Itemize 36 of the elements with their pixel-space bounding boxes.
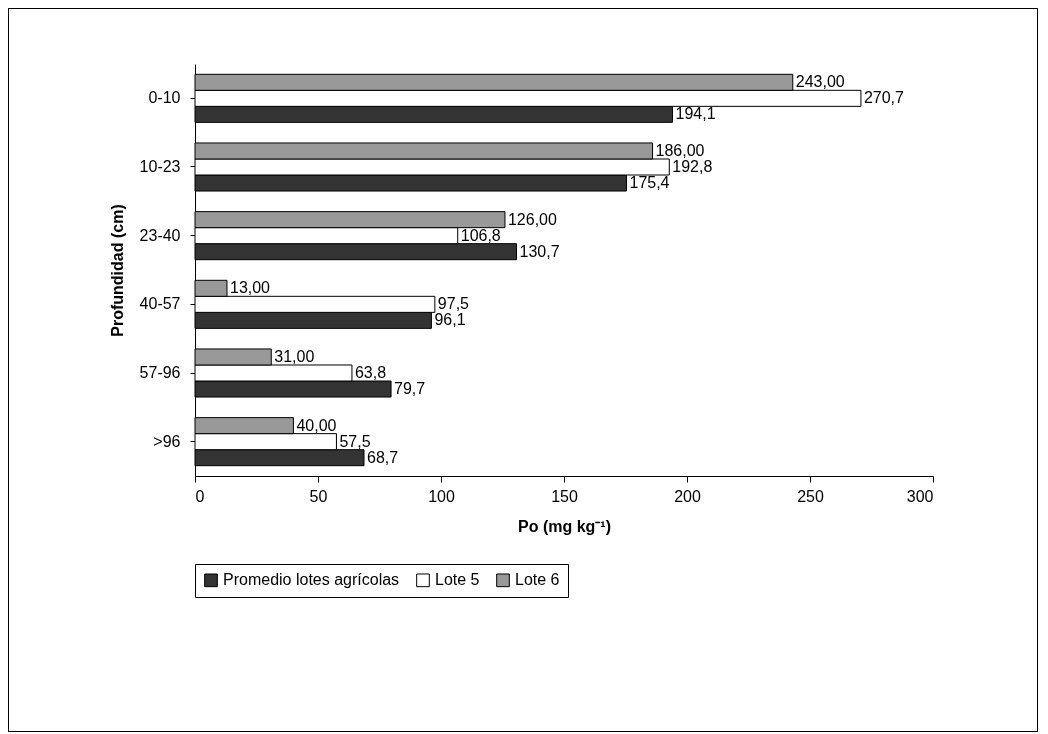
y-tick-label: >96	[153, 432, 181, 450]
data-label: 126,00	[507, 210, 557, 228]
data-label: 186,00	[655, 141, 705, 159]
data-label: 57,5	[339, 432, 371, 450]
legend-label: Lote 6	[515, 571, 560, 589]
y-tick-label: 57-96	[139, 364, 181, 381]
data-label: 40,00	[296, 416, 337, 434]
legend-label: Lote 5	[435, 571, 480, 589]
y-axis-title: Profundidad (cm)	[108, 204, 126, 337]
data-label: 96,1	[434, 311, 466, 329]
x-tick-label: 250	[797, 487, 824, 505]
data-label: 194,1	[675, 105, 716, 123]
y-tick-label: 0-10	[148, 89, 181, 107]
y-tick-label: 40-57	[139, 295, 181, 313]
legend-label: Promedio lotes agrícolas	[223, 571, 400, 589]
data-label: 192,8	[672, 158, 713, 175]
data-label: 13,00	[229, 279, 271, 297]
x-tick-label: 300	[906, 487, 934, 505]
x-tick-label: 50	[309, 487, 328, 505]
data-label: 106,8	[460, 226, 501, 244]
y-tick-label: 23-40	[139, 226, 181, 244]
data-label: 243,00	[795, 73, 845, 91]
data-label: 63,8	[354, 364, 387, 381]
data-label: 97,5	[437, 295, 470, 313]
x-tick-label: 0	[195, 487, 205, 505]
y-tick-label: 10-23	[139, 158, 181, 175]
data-label: 31,00	[274, 347, 315, 365]
data-label: 270,7	[863, 89, 905, 107]
data-label: 68,7	[367, 448, 399, 466]
x-tick-label: 200	[674, 487, 701, 505]
data-label: 79,7	[394, 380, 426, 398]
x-tick-label: 100	[428, 487, 455, 505]
data-label: 175,4	[629, 174, 670, 192]
x-axis-title: Po (mg kg⁻¹)	[518, 517, 611, 535]
x-tick-label: 150	[551, 487, 578, 505]
data-label: 130,7	[519, 242, 560, 260]
